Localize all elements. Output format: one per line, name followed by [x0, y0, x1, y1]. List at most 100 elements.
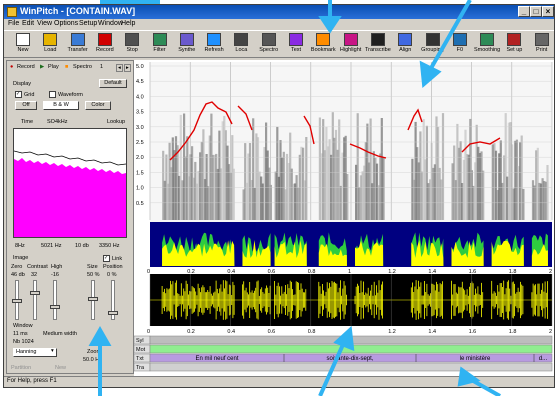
toolbar-synthe-button[interactable]: Synthe	[172, 33, 202, 57]
tier-segment-text[interactable]: le ministère	[460, 356, 491, 362]
refresh-icon	[207, 33, 222, 46]
toolbar-f0-button[interactable]: F0	[445, 33, 475, 57]
toolbar-smoothing-button[interactable]: Smoothing	[472, 33, 502, 57]
spectrogram-band	[425, 125, 428, 220]
spectrogram-icon	[261, 33, 276, 46]
toolbar-label: New	[17, 47, 29, 53]
color-button[interactable]: Color	[85, 101, 111, 110]
toolbar-transcribe-button[interactable]: Transcribe	[363, 33, 393, 57]
spectrogram-band	[496, 190, 499, 220]
size-slider-knob[interactable]	[88, 297, 98, 301]
menu-edit[interactable]: Edit	[22, 20, 35, 27]
analysis-view[interactable]: 0 0.2 0.4 0.6 0.8 1 1.2 1.4 1.6 1.8 2 5.0 4.5 4.0 3.5…	[133, 60, 554, 376]
link-check-box[interactable]: ✓	[103, 255, 110, 262]
toolbar-text-button[interactable]: Text	[281, 33, 311, 57]
spectrogram-grid	[149, 62, 553, 220]
intensity-yellow-band	[451, 241, 484, 266]
intensity-yellow-band	[162, 240, 235, 266]
spectrogram-band	[338, 119, 341, 220]
toolbar-print-button[interactable]: Print	[527, 33, 554, 57]
toolbar-filter-button[interactable]: Filter	[145, 33, 175, 57]
spectrogram-band	[541, 178, 544, 220]
f0-curve-segment	[237, 105, 253, 131]
tab-extra[interactable]: 1	[100, 64, 104, 70]
window-type-select[interactable]: Hanning	[13, 348, 57, 357]
grid-label: Grid	[24, 91, 35, 98]
frequency-tick-label: 5.0	[136, 64, 144, 70]
toolbar-refresh-button[interactable]: Refresh	[199, 33, 229, 57]
image-val-high: -16	[51, 272, 59, 278]
spectrogram-band	[330, 154, 333, 220]
toolbar-align-button[interactable]: Align	[390, 33, 420, 57]
default-button[interactable]: Default	[99, 79, 127, 88]
spectrogram-band	[461, 183, 464, 220]
zero-slider-knob[interactable]	[12, 299, 22, 303]
menu-help[interactable]: Help	[121, 20, 136, 27]
spectrogram-band	[546, 165, 549, 220]
tab-spectro[interactable]: Spectro	[73, 64, 92, 70]
partition-new[interactable]: New	[55, 365, 67, 371]
spectrogram-band	[506, 176, 509, 220]
toolbar-bookmark-button[interactable]: Bookmark	[308, 33, 338, 57]
toolbar-grouping-button[interactable]: Grouping	[418, 33, 448, 57]
close-button[interactable]: ×	[542, 6, 554, 17]
menu-setup[interactable]: Setup	[79, 20, 98, 27]
toolbar-load-button[interactable]: Load	[35, 33, 65, 57]
spectrogram-band	[247, 153, 250, 220]
high-slider-knob[interactable]	[50, 305, 60, 309]
toolbar-spectro-button[interactable]: Spectro	[254, 33, 284, 57]
analysis-canvas[interactable]: 0 0.2 0.4 0.6 0.8 1 1.2 1.4 1.6 1.8 2 5.0 4.5 4.0 3.5…	[133, 60, 554, 376]
tier-row[interactable]	[149, 353, 553, 363]
tab-scroll-left[interactable]: ◂	[116, 64, 123, 72]
window-length: 11 ms	[13, 331, 28, 337]
tab-record[interactable]: Record	[17, 64, 35, 70]
tier-segment-text[interactable]: soixante-dix-sept,	[326, 356, 373, 362]
waveform-checkbox[interactable]: Waveform	[49, 91, 83, 98]
toolbar-set-up-button[interactable]: Set up	[499, 33, 529, 57]
window-group-title: Window	[13, 323, 33, 329]
spectrogram-band	[221, 121, 224, 220]
contrast-slider[interactable]	[30, 280, 40, 320]
spectrogram-band	[282, 151, 285, 220]
zero-slider[interactable]	[12, 280, 22, 320]
high-slider[interactable]	[50, 280, 60, 320]
position-slider[interactable]	[108, 280, 118, 320]
toolbar-stop-button[interactable]: Stop	[117, 33, 147, 57]
menu-file[interactable]: File	[8, 20, 20, 27]
position-slider-knob[interactable]	[108, 311, 118, 315]
toolbar-loca-button[interactable]: Loca	[226, 33, 256, 57]
color-mode-field[interactable]: B & W	[43, 101, 79, 110]
waveform-check-box[interactable]	[49, 91, 56, 98]
spectrogram-band	[192, 177, 195, 220]
tier-label: Txt	[136, 356, 144, 362]
minimize-button[interactable]: _	[518, 6, 530, 17]
menu-view[interactable]: View	[37, 20, 53, 27]
spectrogram-band	[279, 140, 282, 220]
grid-check-box[interactable]: ✓	[15, 91, 22, 98]
grid-checkbox[interactable]: ✓ Grid	[15, 91, 34, 98]
toolbar-transfer-button[interactable]: Transfer	[63, 33, 93, 57]
toolbar-record-button[interactable]: Record	[90, 33, 120, 57]
title-bar[interactable]: WinPitch - [CONTAIN.WAV] _ □ ×	[4, 5, 554, 19]
tier-row[interactable]	[149, 362, 553, 372]
tab-scroll-right[interactable]: ▸	[124, 64, 131, 72]
tier-segment-text[interactable]: En mil neuf cent	[195, 356, 238, 362]
tab-play[interactable]: Play	[48, 64, 59, 70]
maximize-button[interactable]: □	[530, 6, 542, 17]
window-type-dropdown-icon[interactable]: ▾	[51, 348, 54, 354]
spectrum-plot[interactable]	[13, 128, 127, 238]
size-slider[interactable]	[88, 280, 98, 320]
spectrogram-band	[424, 159, 427, 220]
tier-segment-text[interactable]: d...	[539, 356, 548, 362]
menu-bar: File Edit View Options Setup Window Help	[4, 19, 554, 30]
off-button[interactable]: Off	[15, 101, 37, 110]
contrast-slider-knob[interactable]	[30, 291, 40, 295]
toolbar-label: Set up	[506, 47, 523, 53]
link-checkbox[interactable]: ✓ Link	[103, 255, 122, 262]
toolbar-highlight-button[interactable]: Highlight	[336, 33, 366, 57]
tier-label: Tra	[136, 365, 145, 371]
toolbar-new-button[interactable]: New	[8, 33, 38, 57]
spectrogram-band	[336, 149, 339, 220]
menu-window[interactable]: Window	[98, 20, 123, 27]
menu-options[interactable]: Options	[54, 20, 79, 27]
